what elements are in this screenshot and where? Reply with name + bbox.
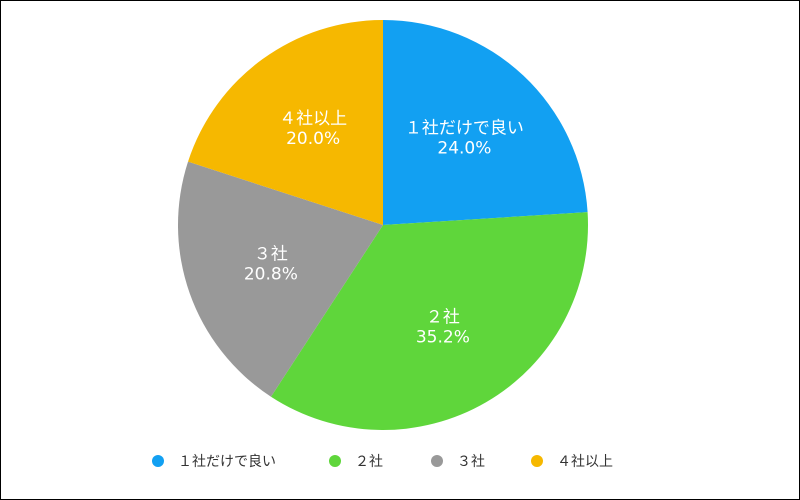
slice-category-label: ３社 (254, 245, 288, 265)
legend-marker (152, 455, 164, 467)
legend-marker (431, 455, 443, 467)
legend-label: ４社以上 (557, 454, 613, 470)
slice-category-label: ４社以上 (279, 109, 347, 129)
legend-marker (531, 455, 543, 467)
legend-marker (329, 455, 341, 467)
slice-category-label: ２社 (426, 308, 460, 328)
slice-value-label: 20.0% (286, 129, 340, 149)
legend-label: ２社 (355, 454, 383, 470)
pie-slice (270, 212, 588, 431)
legend-label: １社だけで良い (178, 454, 276, 470)
slice-value-label: 35.2% (416, 328, 470, 348)
slice-value-label: 24.0% (437, 138, 491, 158)
slice-category-label: １社だけで良い (405, 118, 524, 138)
pie-slice (383, 20, 588, 225)
pie-slice (188, 20, 383, 225)
pie-slice (178, 161, 383, 397)
legend-label: ３社 (457, 454, 485, 470)
slice-value-label: 20.8% (244, 265, 298, 285)
